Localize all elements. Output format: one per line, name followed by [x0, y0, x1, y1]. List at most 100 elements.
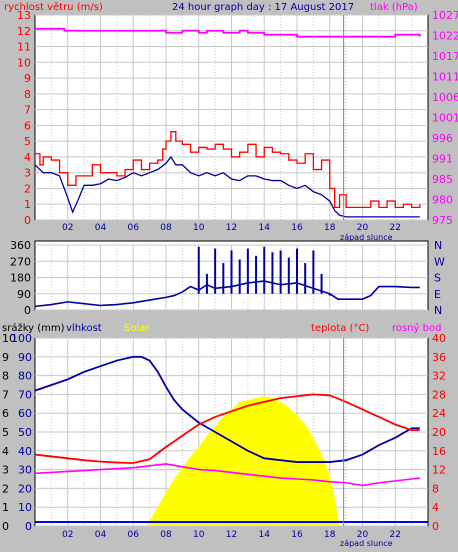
x-tick-label: 14 [259, 530, 271, 540]
series-humidity [34, 355, 420, 463]
y-left-tick-label: 10 [17, 56, 31, 69]
y-left-tick-label: 11 [17, 41, 31, 54]
x-tick-label: 22 [390, 223, 401, 233]
chart3-sunset-label: západ slunce [340, 539, 393, 548]
chart3-solar-label: Solar [124, 323, 150, 334]
chart3-dew-label: rosný bod [392, 322, 441, 334]
x-tick-label: 02 [62, 530, 73, 540]
y-left-humidity-tick-label: 40 [18, 445, 32, 458]
chart1-grid [35, 14, 428, 221]
y-left-humidity-tick-label: 90 [18, 351, 32, 364]
y-right-tick-label: 991 [432, 153, 453, 166]
x-tick-label: 06 [128, 530, 140, 540]
y-left-tick-label: 9 [24, 72, 31, 85]
y-left-tick-label: 3 [24, 167, 31, 180]
series-temperature [34, 393, 420, 464]
y-left-tick-label: 5 [24, 135, 31, 148]
x-tick-label: 08 [160, 223, 172, 233]
y-left-tick-label: 90 [17, 288, 31, 301]
chart1-series [34, 15, 421, 220]
chart3-rain-label: srážky (mm) [2, 322, 65, 334]
x-tick-label: 04 [95, 223, 107, 233]
series-pressure [35, 27, 421, 38]
x-tick-label: 12 [226, 223, 237, 233]
y-left-tick-label: 2 [24, 182, 31, 195]
y-right-tick-label: 0 [432, 520, 439, 533]
series-wind [34, 155, 420, 218]
x-tick-label: 04 [95, 530, 107, 540]
chart3-ticks: 0123456789100102030405060708090100048121… [2, 332, 446, 540]
y-left-tick-label: 1 [24, 198, 31, 211]
x-tick-label: 18 [324, 223, 336, 233]
x-tick-label: 22 [390, 530, 401, 540]
y-right-tick-label: 12 [432, 464, 446, 477]
y-right-tick-label: 36 [432, 351, 446, 364]
x-tick-label: 10 [193, 223, 205, 233]
y-left-tick-label: 6 [24, 119, 31, 132]
y-left-tick-label: 270 [10, 255, 31, 268]
y-right-tick-label: 8 [432, 482, 439, 495]
series-gust [35, 131, 421, 209]
y-left-humidity-tick-label: 30 [18, 464, 32, 477]
y-left-tick-label: 4 [24, 151, 31, 164]
series-dew [34, 463, 420, 487]
chart1-title: 24 hour graph day : 17 August 2017 [172, 2, 354, 13]
y-right-tick-label: N [434, 304, 442, 317]
y-left-humidity-tick-label: 100 [11, 332, 32, 345]
y-left-humidity-tick-label: 80 [18, 370, 32, 383]
chart1-ticks: 0123456789101112139759809859919961001100… [17, 9, 458, 233]
y-right-tick-label: 16 [432, 445, 446, 458]
x-tick-label: 16 [291, 530, 303, 540]
x-tick-label: 08 [160, 530, 172, 540]
y-left-rain-tick-label: 5 [2, 426, 9, 439]
y-left-rain-tick-label: 6 [2, 407, 9, 420]
y-right-tick-label: 4 [432, 501, 439, 514]
y-right-tick-label: 1006 [432, 91, 458, 104]
chart2-series [34, 246, 420, 308]
x-tick-label: 18 [324, 530, 336, 540]
y-left-rain-tick-label: 10 [2, 332, 16, 345]
y-right-tick-label: 1022 [432, 30, 458, 43]
y-right-tick-label: 24 [432, 407, 446, 420]
y-right-tick-label: 1027 [432, 9, 458, 22]
y-right-tick-label: 40 [432, 332, 446, 345]
y-left-rain-tick-label: 2 [2, 482, 9, 495]
y-right-tick-label: 1017 [432, 50, 458, 63]
chart1-right-axis-label: tlak (hPa) [370, 2, 418, 13]
y-right-tick-label: 28 [432, 388, 446, 401]
y-left-tick-label: 360 [10, 239, 31, 252]
x-tick-label: 14 [259, 223, 271, 233]
y-right-tick-label: E [434, 288, 441, 301]
y-right-tick-label: 1001 [432, 112, 458, 125]
series-solar [35, 396, 428, 526]
y-left-tick-label: 12 [17, 25, 31, 38]
y-left-rain-tick-label: 7 [2, 388, 9, 401]
chart3-temp-label: teplota (°C) [311, 323, 369, 334]
y-right-tick-label: N [434, 239, 442, 252]
y-left-humidity-tick-label: 10 [18, 501, 32, 514]
y-left-humidity-tick-label: 20 [18, 482, 32, 495]
y-left-humidity-tick-label: 70 [18, 388, 32, 401]
y-right-tick-label: 985 [432, 173, 453, 186]
y-right-tick-label: W [434, 255, 445, 268]
y-right-tick-label: 1011 [432, 71, 458, 84]
y-left-rain-tick-label: 9 [2, 351, 9, 364]
y-right-tick-label: S [434, 272, 441, 285]
x-tick-label: 20 [357, 223, 369, 233]
y-right-tick-label: 996 [432, 132, 453, 145]
chart1-left-axis-label: rychlost větru (m/s) [4, 1, 103, 13]
y-left-rain-tick-label: 3 [2, 464, 9, 477]
y-left-rain-tick-label: 4 [2, 445, 9, 458]
y-left-rain-tick-label: 8 [2, 370, 9, 383]
y-right-tick-label: 980 [432, 194, 453, 207]
y-left-tick-label: 7 [24, 104, 31, 117]
x-tick-label: 10 [193, 530, 205, 540]
y-left-humidity-tick-label: 60 [18, 407, 32, 420]
y-left-humidity-tick-label: 50 [18, 426, 32, 439]
chart3-humidity-label: vlhkost [66, 323, 102, 334]
x-tick-label: 12 [226, 530, 237, 540]
x-tick-label: 06 [128, 223, 140, 233]
y-left-rain-tick-label: 0 [2, 520, 9, 533]
